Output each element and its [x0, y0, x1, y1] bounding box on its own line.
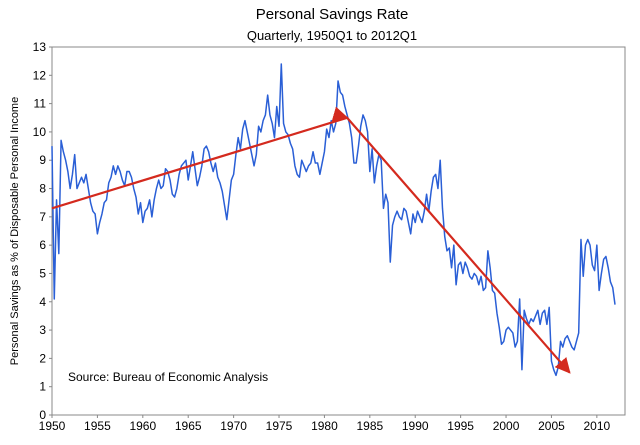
x-tick-label: 1980 [311, 419, 338, 433]
x-tick-label: 2010 [583, 419, 610, 433]
y-tick-label: 7 [39, 210, 46, 224]
x-tick-label: 2000 [493, 419, 520, 433]
x-tick-label: 1990 [402, 419, 429, 433]
x-tick-label: 1965 [175, 419, 202, 433]
x-tick-label: 1955 [84, 419, 111, 433]
x-tick-label: 1950 [39, 419, 66, 433]
y-tick-label: 12 [33, 68, 47, 82]
y-tick-label: 6 [39, 238, 46, 252]
y-tick-label: 10 [33, 125, 47, 139]
chart-subtitle: Quarterly, 1950Q1 to 2012Q1 [247, 28, 417, 43]
chart-title: Personal Savings Rate [256, 6, 409, 23]
x-tick-label: 1960 [129, 419, 156, 433]
source-note: Source: Bureau of Economic Analysis [68, 370, 268, 384]
y-tick-label: 5 [39, 266, 46, 280]
y-tick-label: 4 [39, 295, 46, 309]
y-tick-label: 11 [34, 97, 47, 111]
x-tick-label: 1995 [447, 419, 474, 433]
y-tick-label: 13 [33, 40, 47, 54]
trend-arrow [51, 106, 571, 374]
x-tick-label: 2005 [538, 419, 565, 433]
y-tick-label: 0 [39, 408, 46, 422]
plot-frame [51, 46, 626, 416]
x-tick-label: 1985 [356, 419, 383, 433]
y-tick-label: 8 [39, 182, 46, 196]
y-tick-label: 2 [39, 351, 46, 365]
x-tick-label: 1970 [220, 419, 247, 433]
y-tick-label: 9 [39, 153, 46, 167]
y-axis-label: Personal Savings as % of Disposable Pers… [9, 97, 21, 365]
x-tick-label: 1975 [266, 419, 293, 433]
y-tick-label: 3 [39, 323, 46, 337]
y-tick-label: 1 [39, 380, 46, 394]
